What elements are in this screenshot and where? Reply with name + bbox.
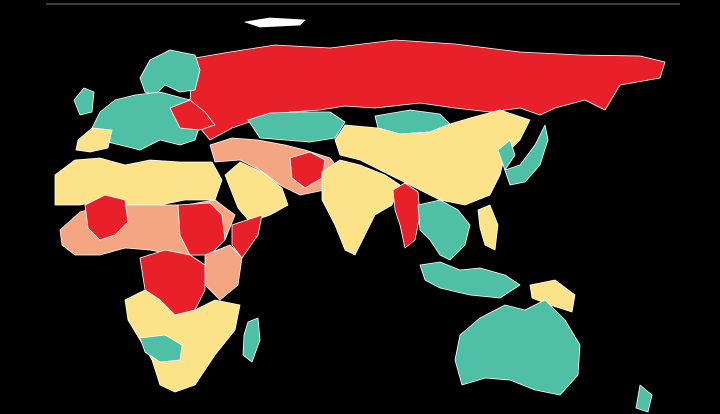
region-australia — [454, 299, 581, 396]
region-scandinavia — [139, 49, 201, 96]
region-arctic-islands — [244, 17, 306, 28]
region-sudan — [177, 202, 226, 256]
region-east-africa — [204, 244, 243, 301]
region-uk — [73, 87, 95, 116]
region-indonesia — [419, 261, 521, 299]
region-ukraine-belarus — [169, 99, 216, 131]
region-myanmar — [392, 182, 421, 249]
top-divider — [46, 3, 680, 5]
region-somalia — [231, 214, 263, 259]
region-mali — [84, 194, 129, 241]
region-north-africa — [54, 157, 223, 206]
region-arabia — [224, 161, 289, 223]
region-kazakhstan — [247, 111, 346, 143]
region-namibia-botswana — [139, 334, 183, 363]
region-russia — [189, 39, 666, 141]
region-india — [321, 159, 401, 256]
region-southeast-asia — [417, 199, 471, 261]
region-philippines — [477, 204, 499, 251]
region-iberia — [75, 127, 113, 153]
region-new-zealand — [635, 384, 653, 413]
region-korea-japan — [497, 124, 549, 186]
region-madagascar — [242, 317, 261, 363]
region-new-guinea — [529, 279, 576, 313]
